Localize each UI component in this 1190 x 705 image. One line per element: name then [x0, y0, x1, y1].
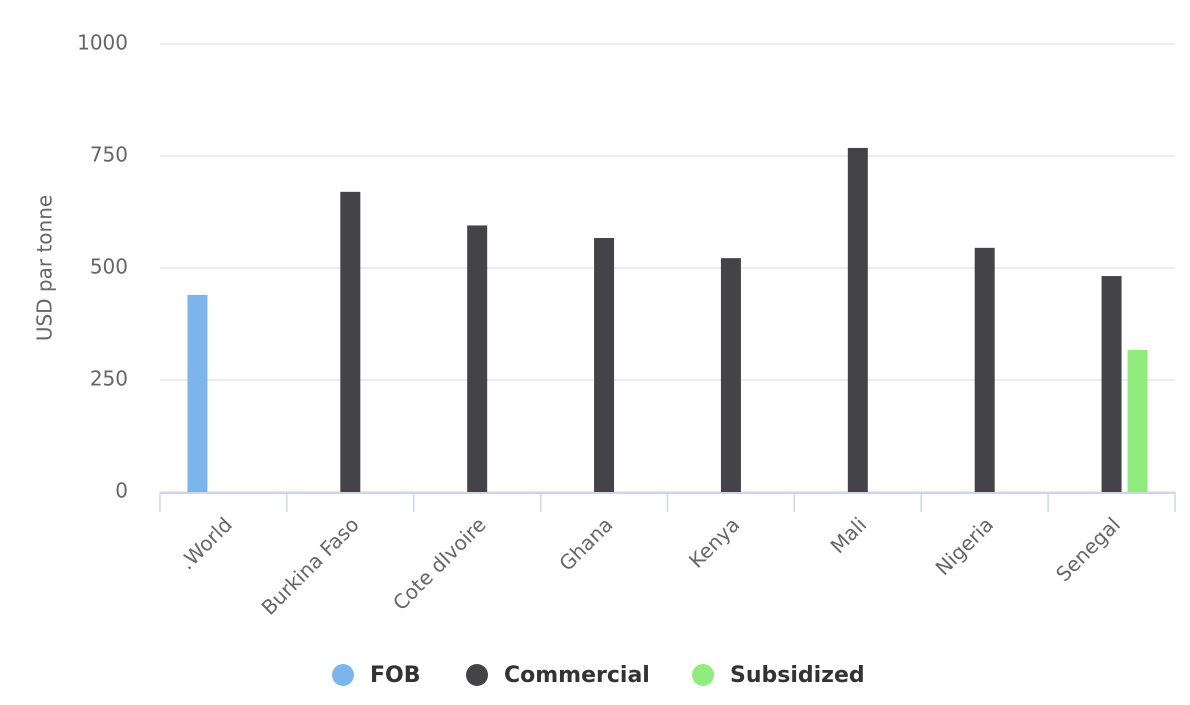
legend-marker — [466, 664, 488, 686]
legend-text[interactable]: FOB — [370, 663, 421, 688]
legend-text[interactable]: Commercial — [504, 663, 650, 688]
bar — [467, 225, 488, 492]
bar — [187, 294, 208, 492]
x-tick-label: Cote dIvoire — [388, 512, 491, 615]
y-tick-label: 750 — [90, 143, 128, 167]
bar — [847, 147, 868, 492]
bar — [1127, 349, 1148, 492]
legend-text[interactable]: Subsidized — [730, 663, 865, 688]
bar — [340, 191, 361, 492]
x-tick-label: Burkina Faso — [257, 512, 364, 619]
x-tick-label: Mali — [826, 512, 872, 558]
y-tick-label: 1000 — [77, 31, 128, 55]
y-tick-label: 500 — [90, 255, 128, 279]
bar — [1101, 276, 1122, 492]
x-tick-label: Ghana — [554, 512, 617, 575]
x-tick-label: Nigeria — [931, 512, 999, 580]
bar — [720, 258, 741, 492]
y-axis-label: USD par tonne — [33, 195, 57, 341]
bar — [974, 247, 995, 492]
x-tick-label: Kenya — [684, 512, 744, 572]
bar — [594, 237, 615, 492]
x-tick-label: .World — [175, 512, 237, 574]
legend-marker — [332, 664, 354, 686]
legend-marker — [692, 664, 714, 686]
y-tick-label: 250 — [90, 367, 128, 391]
x-tick-label: Senegal — [1051, 512, 1125, 586]
y-tick-label: 0 — [115, 479, 128, 503]
